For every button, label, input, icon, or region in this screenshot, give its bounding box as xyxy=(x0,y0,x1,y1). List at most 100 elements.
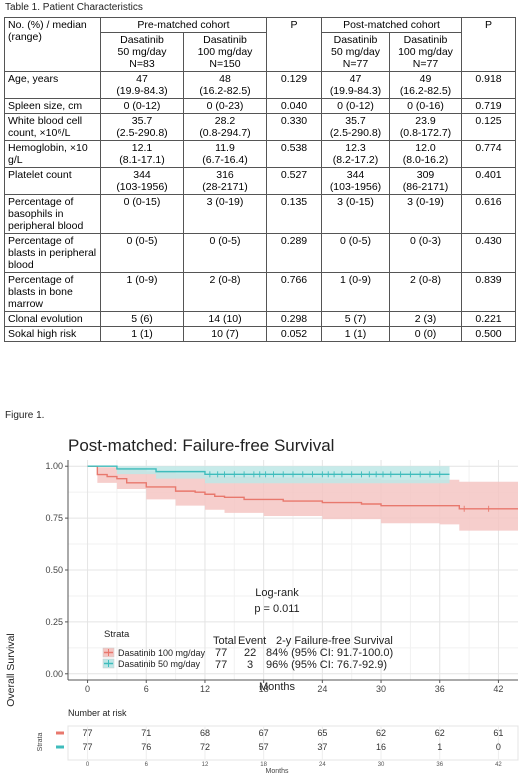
risk-x-tick-label: 0 xyxy=(86,762,90,768)
risk-x-axis-label: Months xyxy=(266,768,289,775)
legend-col-event: Event xyxy=(238,635,266,647)
table-cell: 2 (3) xyxy=(388,311,463,327)
p-value-cell: 0.839 xyxy=(461,272,517,312)
table-caption: Table 1. Patient Characteristics xyxy=(5,2,143,13)
risk-count: 68 xyxy=(200,728,210,738)
table-subheader-row: Dasatinib 50 mg/day N=83 Dasatinib 100 mg/d… xyxy=(5,32,516,72)
risk-x-tick-label: 24 xyxy=(319,762,326,768)
legend-title: Strata xyxy=(104,629,130,640)
legend-label-100mg: Dasatinib 100 mg/day xyxy=(118,648,206,658)
row-label: Age, years xyxy=(4,71,101,99)
legend-col-ffs: 2-y Failure-free Survival xyxy=(276,635,393,647)
y-tick-label: 0.75 xyxy=(45,513,63,523)
y-axis-label: Overall Survival xyxy=(5,633,17,707)
x-axis-label: Months xyxy=(259,681,296,693)
x-tick-label: 0 xyxy=(85,684,90,694)
risk-count: 57 xyxy=(259,742,269,752)
row-label: Spleen size, cm xyxy=(4,98,101,114)
row-label: Hemoglobin, ×10 g/L xyxy=(4,140,101,168)
row-label: Percentage of basophils in peripheral bl… xyxy=(4,194,101,234)
table-cell: 48 (16.2-82.5) xyxy=(183,71,267,99)
risk-count: 61 xyxy=(493,728,503,738)
table-cell: 35.7 (2.5-290.8) xyxy=(100,113,184,141)
p-value-cell: 0.719 xyxy=(461,98,517,114)
p-value-cell: 0.918 xyxy=(461,71,517,99)
table-cell: 0 (0-12) xyxy=(100,98,184,114)
y-tick-label: 0.00 xyxy=(45,669,63,679)
survival-figure: Post-matched: Failure-free Survival 0 6 12… xyxy=(5,436,519,775)
km-plot: 0 6 12 18 24 30 36 42 0.00 0.25 0.50 0.75 1.00 xyxy=(45,460,518,694)
table-cell: 3 (0-19) xyxy=(388,194,463,234)
legend-col-total: Total xyxy=(213,635,236,647)
table-cell: 0 (0-3) xyxy=(388,233,463,273)
table-cell: 10 (7) xyxy=(183,326,267,342)
risk-count: 0 xyxy=(496,742,501,752)
table-cell: 0 (0-12) xyxy=(321,98,390,114)
p-value-cell: 0.766 xyxy=(266,272,322,312)
x-tick-label: 12 xyxy=(200,684,210,694)
p-value-cell: 0.401 xyxy=(461,167,517,195)
x-tick-label: 36 xyxy=(435,684,445,694)
table-cell: 49 (16.2-82.5) xyxy=(388,71,463,99)
risk-count: 65 xyxy=(317,728,327,738)
table-cell: 12.1 (8.1-17.1) xyxy=(100,140,184,168)
risk-panel xyxy=(67,725,519,761)
subheader-post-100: Dasatinib 100 mg/day N=77 xyxy=(388,32,463,72)
chart-title: Post-matched: Failure-free Survival xyxy=(68,436,334,455)
y-tick-label: 0.50 xyxy=(45,565,63,575)
corner-header: No. (%) / median (range) xyxy=(4,17,101,72)
risk-count: 71 xyxy=(141,728,151,738)
risk-x-tick-label: 6 xyxy=(145,762,149,768)
risk-count: 76 xyxy=(141,742,151,752)
risk-count: 16 xyxy=(376,742,386,752)
table-cell: 14 (10) xyxy=(183,311,267,327)
p-value-cell: 0.430 xyxy=(461,233,517,273)
table-header-row: No. (%) / median (range) Pre-matched coh… xyxy=(4,17,517,72)
table-row: Sokal high risk 1 (1) 10 (7) 0.052 1 (1) 0 (0… xyxy=(4,326,517,342)
table-cell: 12.0 (8.0-16.2) xyxy=(388,140,463,168)
table-cell: 344 (103-1956) xyxy=(100,167,184,195)
table-row: White blood cell count, ×10⁶/L 35.7 (2.5-2… xyxy=(4,113,517,141)
table-row: Percentage of blasts in bone marrow 1 (0-… xyxy=(4,272,517,312)
table-row: Clonal evolution 5 (6) 14 (10) 0.298 5 (7) 2 … xyxy=(4,311,517,327)
table-cell: 23.9 (0.8-172.7) xyxy=(388,113,463,141)
p-header-post: P xyxy=(461,17,517,72)
p-value-cell: 0.527 xyxy=(266,167,322,195)
p-value-cell: 0.052 xyxy=(266,326,322,342)
survival-curve-100mg xyxy=(87,465,518,510)
table-cell: 1 (0-9) xyxy=(100,272,184,312)
table-cell: 5 (6) xyxy=(100,311,184,327)
risk-count: 1 xyxy=(437,742,442,752)
table-row: Age, years 47 (19.9-84.3) 48 (16.2-82.5) 0.12… xyxy=(4,71,517,99)
legend-ffs-50mg: 96% (95% CI: 76.7-92.9) xyxy=(266,659,387,671)
subheader-post-50: Dasatinib 50 mg/day N=77 xyxy=(321,32,390,72)
legend-total-100mg: 77 xyxy=(215,647,227,659)
post-matched-header: Post-matched cohort xyxy=(320,17,463,33)
table-cell: 47 (19.9-84.3) xyxy=(100,71,184,99)
risk-x-tick-label: 12 xyxy=(202,762,209,768)
subheader-pre-100: Dasatinib 100 mg/day N=150 xyxy=(183,32,267,72)
table-cell: 12.3 (8.2-17.2) xyxy=(321,140,390,168)
p-value-cell: 0.330 xyxy=(266,113,322,141)
risk-count: 62 xyxy=(376,728,386,738)
table-cell: 0 (0) xyxy=(388,326,463,342)
table-cell: 5 (7) xyxy=(321,311,390,327)
legend-event-100mg: 22 xyxy=(244,647,256,659)
legend: Strata Total Event 2-y Failure-free Surv… xyxy=(102,629,393,671)
survival-curve-50mg xyxy=(87,465,450,476)
logrank-p-value: p = 0.011 xyxy=(254,603,299,615)
table-cell: 47 (19.9-84.3) xyxy=(321,71,390,99)
p-value-cell: 0.040 xyxy=(266,98,322,114)
risk-x-tick-label: 30 xyxy=(378,762,385,768)
table-row: Percentage of basophils in peripheral bl… xyxy=(4,194,517,234)
p-value-cell: 0.538 xyxy=(266,140,322,168)
row-label: Percentage of blasts in bone marrow xyxy=(4,272,101,312)
y-tick-label: 1.00 xyxy=(45,461,63,471)
p-value-cell: 0.500 xyxy=(461,326,517,342)
logrank-label: Log-rank xyxy=(255,587,299,599)
p-value-cell: 0.129 xyxy=(266,71,322,99)
risk-x-tick-label: 42 xyxy=(495,762,502,768)
risk-count: 62 xyxy=(435,728,445,738)
x-tick-label: 30 xyxy=(376,684,386,694)
figure-caption: Figure 1. xyxy=(5,410,45,421)
